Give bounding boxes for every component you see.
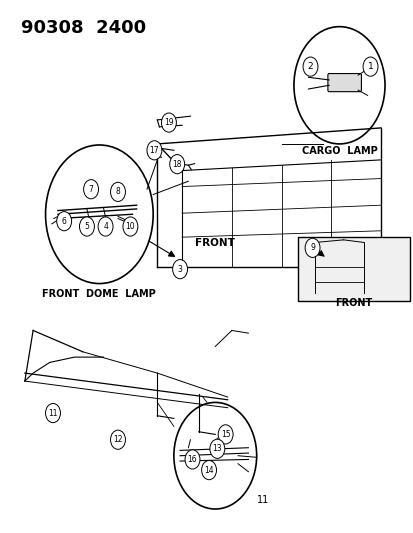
Circle shape — [79, 217, 94, 236]
Text: FRONT: FRONT — [195, 238, 235, 247]
FancyBboxPatch shape — [327, 74, 361, 92]
Circle shape — [147, 141, 161, 160]
Text: 11: 11 — [48, 409, 57, 417]
Text: 90308  2400: 90308 2400 — [21, 19, 145, 37]
Circle shape — [110, 182, 125, 201]
Circle shape — [57, 212, 71, 231]
Circle shape — [218, 425, 233, 444]
Text: 1: 1 — [367, 62, 373, 71]
Circle shape — [83, 180, 98, 199]
Bar — [297, 237, 409, 301]
Text: 18: 18 — [172, 160, 181, 168]
Text: 5: 5 — [84, 222, 89, 231]
Text: 6: 6 — [62, 217, 66, 225]
Text: 15: 15 — [220, 430, 230, 439]
Text: 4: 4 — [103, 222, 108, 231]
Text: 3: 3 — [177, 265, 182, 273]
Circle shape — [169, 155, 184, 174]
Text: FRONT  DOME  LAMP: FRONT DOME LAMP — [43, 289, 156, 299]
Circle shape — [161, 113, 176, 132]
Circle shape — [185, 450, 199, 469]
Circle shape — [362, 57, 377, 76]
Text: 11: 11 — [256, 495, 268, 505]
Circle shape — [110, 430, 125, 449]
Text: FRONT: FRONT — [335, 298, 372, 309]
Text: 19: 19 — [164, 118, 173, 127]
Circle shape — [123, 217, 138, 236]
Circle shape — [172, 260, 187, 279]
Text: 7: 7 — [88, 185, 93, 193]
Text: 17: 17 — [149, 146, 159, 155]
Text: 8: 8 — [115, 188, 120, 196]
Text: 9: 9 — [309, 244, 314, 252]
Circle shape — [45, 403, 60, 423]
Text: 13: 13 — [212, 445, 222, 453]
Circle shape — [304, 238, 319, 257]
Text: 2: 2 — [307, 62, 313, 71]
Circle shape — [302, 57, 317, 76]
Text: 10: 10 — [125, 222, 135, 231]
Text: 16: 16 — [187, 455, 197, 464]
Circle shape — [209, 439, 224, 458]
Text: 12: 12 — [113, 435, 122, 444]
Text: 14: 14 — [204, 466, 214, 474]
Circle shape — [98, 217, 113, 236]
Circle shape — [201, 461, 216, 480]
Text: CARGO  LAMP: CARGO LAMP — [301, 146, 376, 156]
